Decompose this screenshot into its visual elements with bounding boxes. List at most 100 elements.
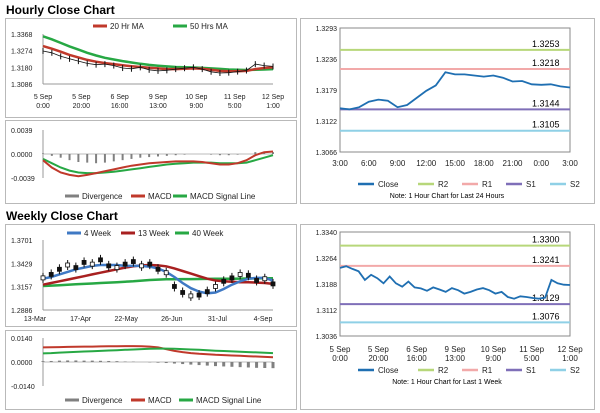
y-tick-label: -0.0140 bbox=[11, 384, 35, 391]
legend-label: MACD Signal Line bbox=[196, 396, 262, 405]
x-tick-label: 15:00 bbox=[445, 159, 466, 168]
series-40-week bbox=[42, 276, 274, 288]
legend-label: R1 bbox=[482, 366, 493, 375]
legend-label: 50 Hrs MA bbox=[190, 22, 228, 31]
y-tick-label: 1.2886 bbox=[11, 308, 33, 315]
price-candle bbox=[57, 266, 62, 272]
price-candle bbox=[172, 284, 177, 289]
price-candle bbox=[196, 292, 202, 298]
weekly-close-1w-chart: 1.3340 1.3264 1.3188 1.3112 1.3036 5 Sep 0:00 5… bbox=[300, 224, 595, 410]
y-tick-label: 0.0000 bbox=[11, 152, 33, 159]
price-candle bbox=[48, 272, 54, 277]
level-s2-label: 1.3076 bbox=[532, 311, 560, 321]
legend-label: 20 Hr MA bbox=[110, 22, 144, 31]
y-tick-label: 0.0039 bbox=[11, 128, 33, 135]
y-tick-label: 1.3236 bbox=[316, 57, 338, 64]
hourly-section-title: Hourly Close Chart bbox=[6, 3, 115, 17]
legend-label: 4 Week bbox=[84, 229, 112, 238]
chart-note: Note: 1 Hour Chart for Last 1 Week bbox=[392, 379, 502, 386]
legend-label: S1 bbox=[526, 366, 536, 375]
level-r2-label: 1.3253 bbox=[532, 39, 560, 49]
y-tick-label: 1.3086 bbox=[11, 82, 33, 89]
price-candle bbox=[147, 261, 153, 267]
panel-border bbox=[5, 330, 297, 410]
hourly-macd-chart: 0.0039 0.0000 -0.0039 Divergence MACD MACD Si… bbox=[5, 120, 297, 204]
level-s1-label: 1.3144 bbox=[532, 98, 560, 108]
panel-border bbox=[300, 18, 595, 204]
panel-border bbox=[300, 224, 595, 410]
x-tick-label: 21:00 bbox=[502, 159, 523, 168]
legend-label: 40 Week bbox=[192, 229, 224, 238]
series-price bbox=[42, 50, 274, 74]
level-r1-label: 1.3218 bbox=[532, 58, 560, 68]
price-candle bbox=[270, 281, 276, 287]
legend-label: MACD bbox=[148, 192, 172, 201]
weekly-price-panel: 4 Week 13 Week 40 Week 1.3701 1.3429 1.3157 1.… bbox=[5, 224, 297, 327]
price-candle bbox=[213, 284, 218, 289]
x-tick-label: 5 Sep 0:00 bbox=[34, 94, 52, 110]
y-tick-label: 1.3122 bbox=[316, 119, 338, 126]
legend-label: MACD Signal Line bbox=[190, 192, 256, 201]
series-macd-signal bbox=[42, 347, 274, 355]
y-tick-label: 1.3264 bbox=[316, 256, 338, 263]
y-tick-label: 1.3180 bbox=[11, 65, 33, 72]
x-tick-label: 18:00 bbox=[474, 159, 495, 168]
x-tick-label: 12 Sep 1:00 bbox=[262, 94, 284, 110]
series-close bbox=[339, 265, 571, 300]
y-tick-label: 1.3293 bbox=[316, 26, 338, 33]
hourly-macd-panel: 0.0039 0.0000 -0.0039 Divergence MACD MACD Si… bbox=[5, 120, 297, 204]
x-tick-label: 9 Sep 13:00 bbox=[445, 345, 466, 363]
price-candle bbox=[188, 293, 194, 299]
level-s2-label: 1.3105 bbox=[532, 120, 560, 130]
price-candle bbox=[73, 265, 79, 270]
x-tick-label: 6:00 bbox=[361, 159, 377, 168]
price-candle bbox=[254, 278, 259, 283]
x-tick-label: 11 Sep 5:00 bbox=[519, 345, 544, 363]
legend-label: Close bbox=[378, 180, 399, 189]
price-candle bbox=[65, 262, 71, 268]
y-tick-label: 1.3429 bbox=[11, 261, 33, 268]
price-candle bbox=[98, 257, 103, 263]
x-tick-label: 17-Apr bbox=[70, 316, 92, 323]
hourly-price-panel: 20 Hr MA 50 Hrs MA 1.3368 1.3274 1.3180 1.308… bbox=[5, 18, 297, 118]
price-candle bbox=[139, 263, 144, 269]
price-candle bbox=[89, 261, 95, 267]
x-tick-label: 10 Sep 9:00 bbox=[185, 94, 207, 110]
series-macd bbox=[42, 150, 274, 178]
legend-label: S2 bbox=[570, 180, 580, 189]
price-candle bbox=[229, 275, 235, 281]
x-tick-label: 6 Sep 16:00 bbox=[406, 345, 427, 363]
hourly-close-24h-chart: 1.3293 1.3236 1.3179 1.3122 1.3066 3:00 6:00 9:… bbox=[300, 18, 595, 204]
x-tick-label: 5 Sep 20:00 bbox=[368, 345, 389, 363]
x-tick-label: 3:00 bbox=[332, 159, 348, 168]
x-tick-label: 9 Sep 13:00 bbox=[149, 94, 167, 110]
legend-label: Divergence bbox=[82, 396, 123, 405]
y-tick-label: 1.3036 bbox=[316, 334, 338, 341]
legend-label: S1 bbox=[526, 180, 536, 189]
x-tick-label: 3:00 bbox=[562, 159, 578, 168]
price-candle bbox=[262, 276, 268, 282]
plot-area bbox=[339, 231, 571, 337]
price-candle bbox=[204, 289, 210, 295]
x-tick-label: 12:00 bbox=[416, 159, 437, 168]
x-tick-label: 5 Sep 0:00 bbox=[330, 345, 351, 363]
weekly-close-1w-panel: 1.3340 1.3264 1.3188 1.3112 1.3036 5 Sep 0:00 5… bbox=[300, 224, 595, 410]
x-tick-label: 10 Sep 9:00 bbox=[481, 345, 507, 363]
x-tick-label: 22-May bbox=[115, 316, 139, 323]
y-tick-label: 0.0000 bbox=[11, 360, 33, 367]
legend-label: R2 bbox=[438, 366, 449, 375]
panel-border bbox=[5, 120, 297, 204]
price-candle bbox=[122, 261, 128, 267]
y-tick-label: 1.3066 bbox=[316, 150, 338, 157]
price-candle bbox=[180, 290, 186, 295]
legend-label: R1 bbox=[482, 180, 493, 189]
legend-label: MACD bbox=[148, 396, 172, 405]
price-candle bbox=[106, 263, 112, 269]
price-candle bbox=[221, 278, 227, 284]
legend-label: Divergence bbox=[82, 192, 123, 201]
series-50hr-ma bbox=[42, 35, 274, 72]
y-tick-label: 1.3188 bbox=[316, 282, 338, 289]
weekly-section-title: Weekly Close Chart bbox=[6, 209, 118, 223]
legend-label: Close bbox=[378, 366, 399, 375]
x-tick-label: 12 Sep 1:00 bbox=[557, 345, 583, 363]
